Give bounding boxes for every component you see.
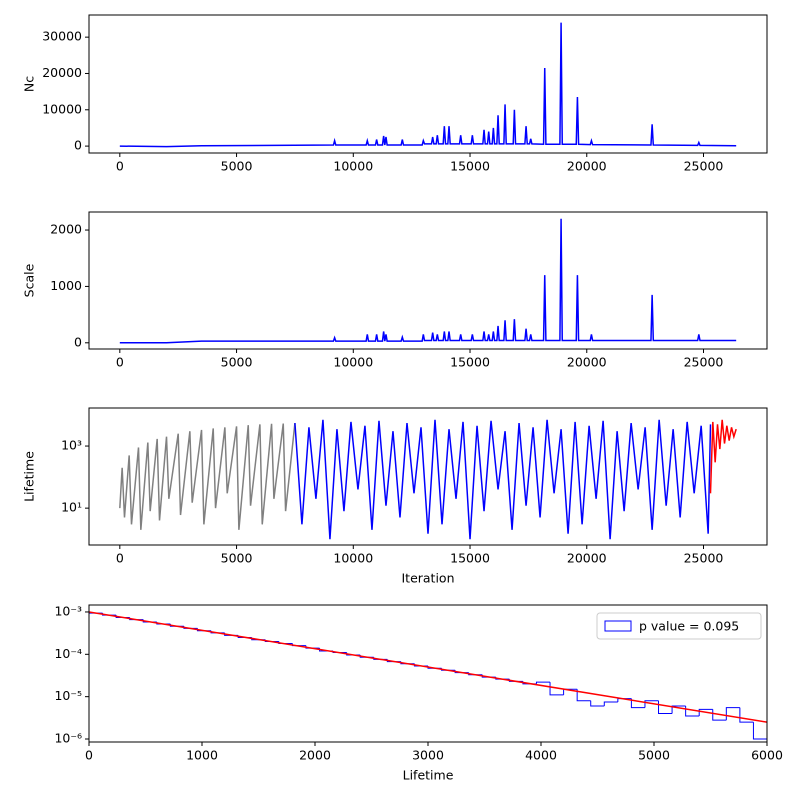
x-tick-label: 0: [116, 159, 124, 174]
axes: 0 1000 2000 3000 4000 5000 6000 10⁻⁶ 10⁻⁵ 10⁻⁴ 10⁻…: [54, 603, 782, 782]
x-axis-label: Iteration: [401, 571, 454, 586]
x-tick-label: 5000: [221, 159, 253, 174]
y-tick-label: 10⁻³: [54, 603, 82, 618]
hist-step: [644, 700, 659, 708]
line: [119, 422, 296, 530]
x-tick-label: 10000: [333, 551, 373, 566]
x-tick-label: 10000: [333, 355, 373, 370]
y-tick-label: 10⁻⁴: [54, 646, 82, 661]
y-tick-label: 10⁻⁶: [54, 731, 82, 746]
line: [119, 22, 737, 148]
line: [709, 419, 737, 494]
x-tick-label: 0: [116, 551, 124, 566]
axes: 0 5000 10000 15000 20000 25000 0 10000 20000 3000…: [22, 14, 768, 174]
x-tick-label: 6000: [751, 748, 783, 763]
x-tick-label: 25000: [684, 355, 724, 370]
axes-frame: [88, 604, 768, 743]
x-tick-label: 15000: [450, 355, 490, 370]
line: [294, 419, 712, 540]
x-tick-label: 2000: [299, 748, 331, 763]
x-tick-label: 20000: [567, 159, 607, 174]
y-axis-label: Scale: [22, 263, 37, 297]
x-tick-label: 25000: [684, 159, 724, 174]
x-tick-label: 5000: [638, 748, 670, 763]
axes-frame: [88, 211, 768, 350]
fit-line: [89, 611, 767, 723]
hist-step: [739, 707, 754, 723]
y-tick-label: 10000: [42, 101, 82, 116]
legend-label: p value = 0.095: [639, 619, 739, 634]
y-axis-label: Nc: [22, 76, 37, 92]
hist-step: [630, 698, 645, 709]
y-tick-label: 30000: [42, 29, 82, 44]
y-tick-label: 10⁻⁵: [54, 688, 82, 703]
line: [119, 218, 737, 344]
axes-frame: [88, 14, 768, 154]
x-tick-label: 1000: [186, 748, 218, 763]
legend-swatch: [604, 620, 632, 632]
x-tick-label: 5000: [221, 551, 253, 566]
x-tick-label: 0: [116, 355, 124, 370]
y-tick-label: 20000: [42, 65, 82, 80]
y-axis-label: Lifetime: [22, 451, 37, 502]
y-tick-label: 10³: [61, 438, 82, 453]
x-tick-label: 10000: [333, 159, 373, 174]
axes: 0 5000 10000 15000 20000 25000 0 1000 2000 Scale: [22, 211, 768, 370]
legend-box: [596, 612, 762, 640]
axes: 0 5000 10000 15000 20000 25000 10¹ 10³ Iteration…: [22, 407, 768, 586]
x-tick-label: 15000: [450, 159, 490, 174]
x-tick-label: 0: [85, 748, 93, 763]
y-tick-label: 1000: [50, 278, 82, 293]
x-tick-label: 15000: [450, 551, 490, 566]
x-tick-label: 5000: [221, 355, 253, 370]
x-tick-label: 20000: [567, 355, 607, 370]
y-tick-label: 0: [74, 334, 82, 349]
x-tick-label: 4000: [525, 748, 557, 763]
hist-step: [89, 612, 103, 742]
y-tick-label: 10¹: [61, 500, 82, 515]
x-tick-label: 25000: [684, 551, 724, 566]
y-tick-label: 2000: [50, 222, 82, 237]
axes-frame: [88, 407, 768, 546]
hist-step: [590, 700, 605, 707]
x-tick-label: 3000: [412, 748, 444, 763]
hist-step: [752, 722, 767, 740]
x-axis-label: Lifetime: [403, 768, 454, 783]
y-tick-label: 0: [74, 138, 82, 153]
hist-step: [725, 707, 740, 721]
x-tick-label: 20000: [567, 551, 607, 566]
hist-step: [576, 689, 591, 702]
hist-step: [535, 681, 551, 684]
hist-step: [698, 708, 713, 716]
hist-step: [603, 701, 618, 707]
